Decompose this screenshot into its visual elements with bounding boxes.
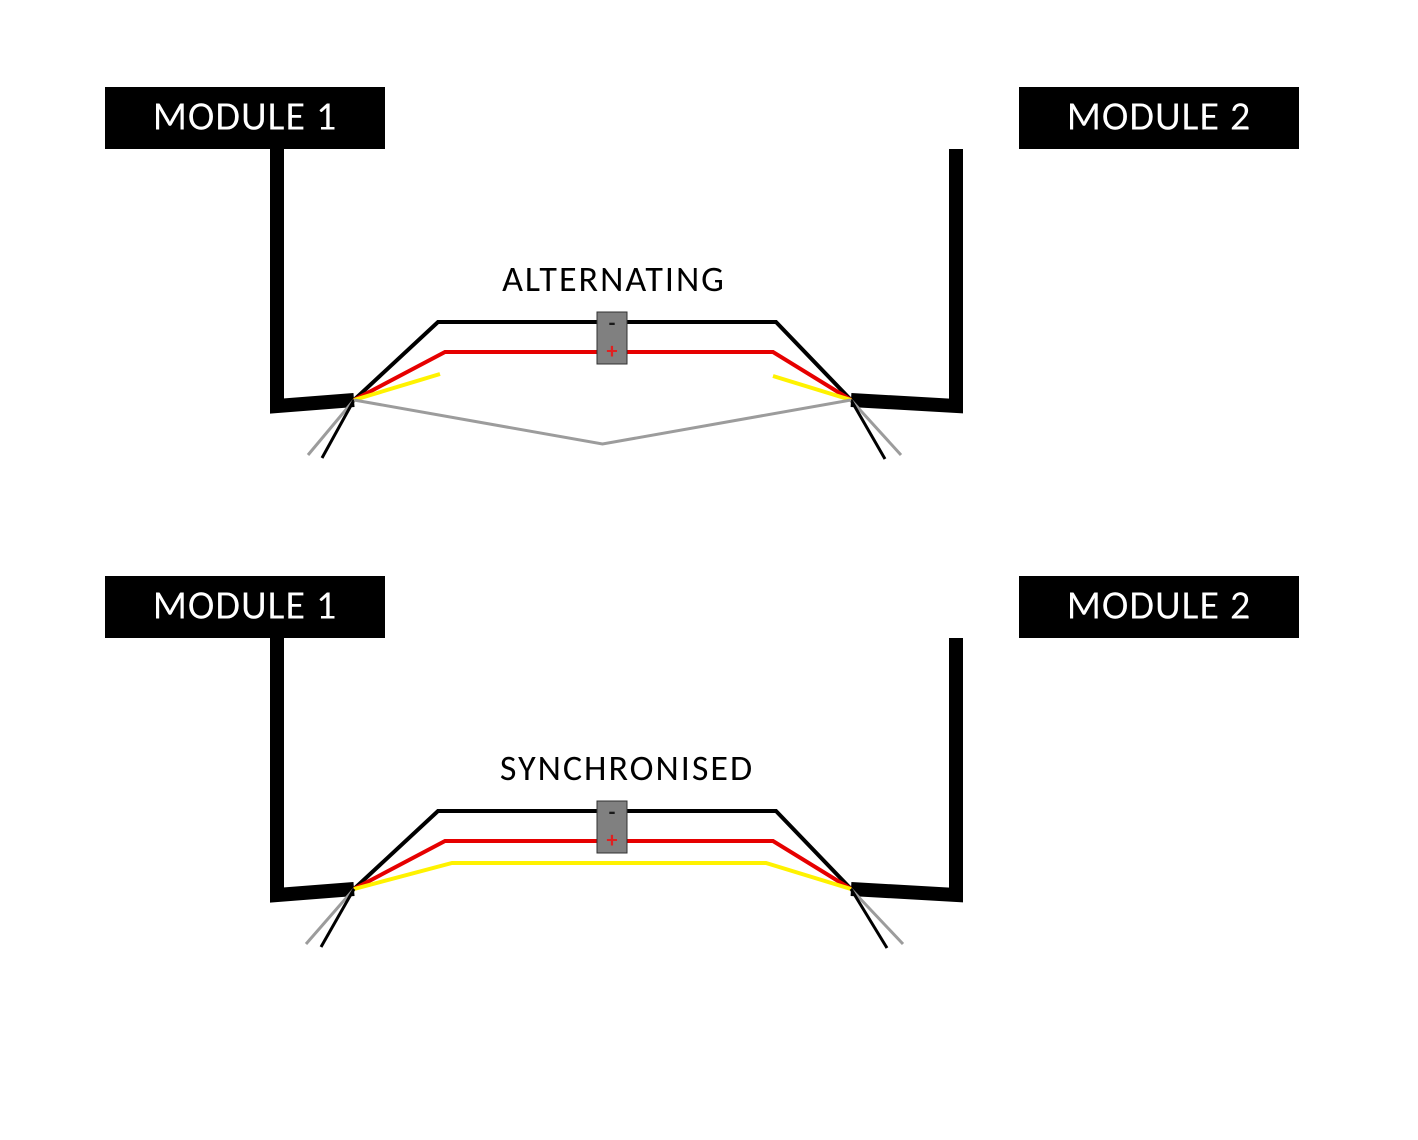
left-module-cable	[277, 638, 354, 895]
mode-label: SYNCHRONISED	[500, 746, 754, 790]
module-1-label: MODULE 1	[153, 581, 338, 630]
wire-yellow	[354, 863, 851, 889]
battery-plus-label: +	[607, 337, 618, 364]
mode-label: ALTERNATING	[502, 257, 726, 301]
loose-strand-right-1	[851, 400, 885, 459]
right-module-cable	[851, 638, 956, 895]
wiring-diagram: MODULE 1MODULE 2ALTERNATING-+MODULE 1MOD…	[0, 0, 1418, 1140]
module-1-label: MODULE 1	[153, 92, 338, 141]
battery-minus-label: -	[609, 798, 616, 825]
left-module-cable	[277, 149, 354, 406]
loose-strand-right-1	[851, 889, 887, 948]
module-2-label: MODULE 2	[1067, 92, 1252, 141]
module-2-label: MODULE 2	[1067, 581, 1252, 630]
right-module-cable	[851, 149, 956, 406]
diagram-alternating: MODULE 1 MODULE 2 ALTERNATING -+	[105, 87, 1299, 459]
battery-plus-label: +	[607, 826, 618, 853]
wire-gray-crossover	[354, 400, 851, 444]
diagram-synchronised: MODULE 1 MODULE 2 SYNCHRONISED -+	[105, 576, 1299, 948]
battery-minus-label: -	[609, 309, 616, 336]
